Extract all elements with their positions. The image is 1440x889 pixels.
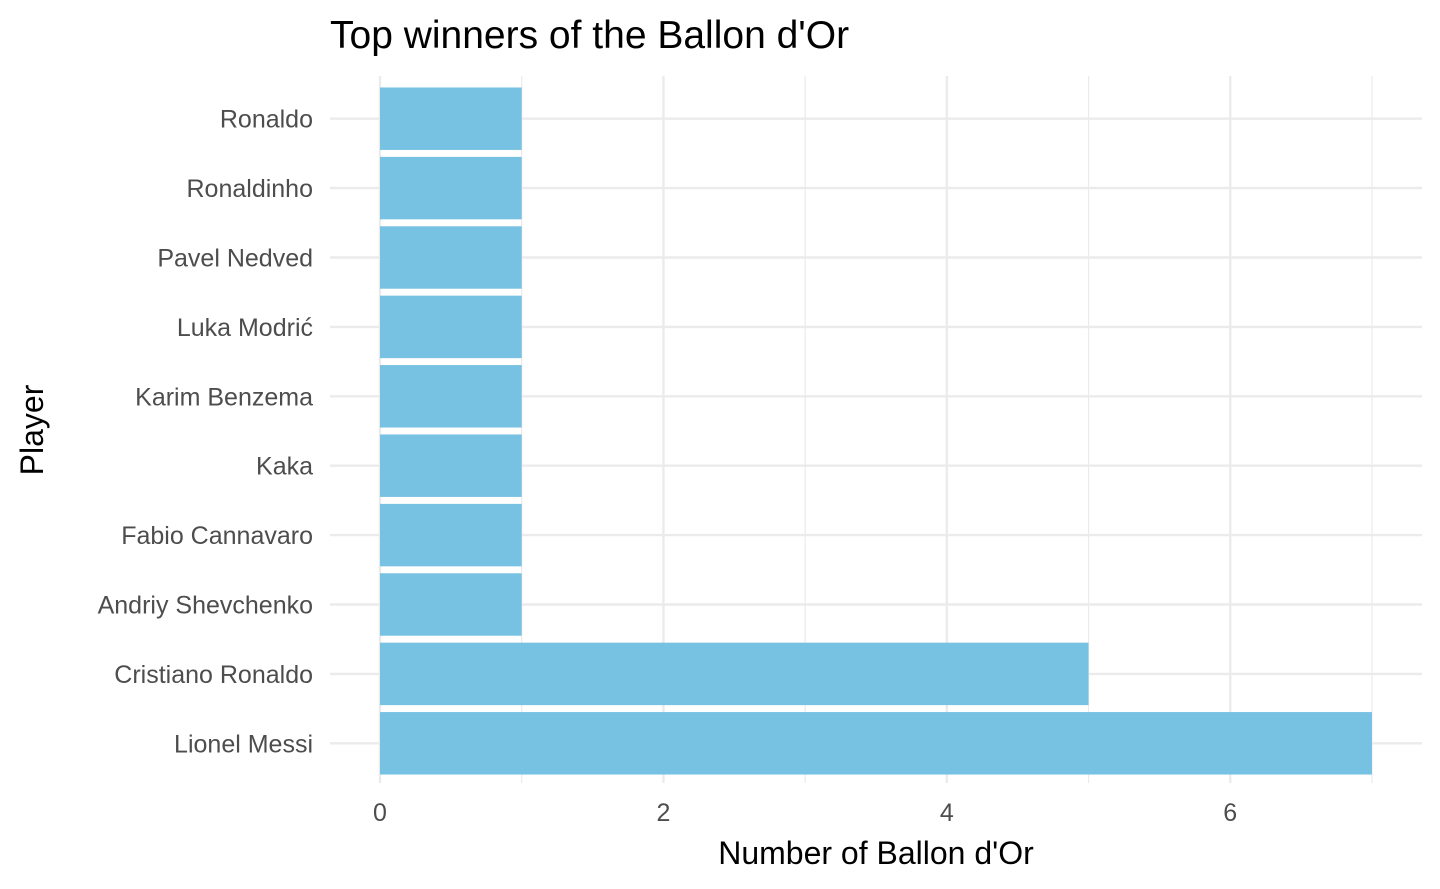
bar [380,295,522,359]
x-tick-label: 2 [656,799,670,827]
x-axis-title: Number of Ballon d'Or [718,835,1034,871]
bar [380,156,522,220]
y-tick-label: Pavel Nedved [157,245,313,273]
x-tick-labels: 0 2 4 6 [373,799,1237,827]
y-tick-label: Luka Modrić [177,314,313,342]
y-tick-label: Kaka [256,453,313,481]
bar [380,712,1372,775]
bar [380,503,522,567]
y-tick-label: Lionel Messi [174,730,313,758]
y-tick-label: Karim Benzema [135,383,313,411]
bar [380,642,1089,706]
y-tick-labels: Lionel Messi Cristiano Ronaldo Andriy Shev… [98,106,314,759]
x-tick-label: 4 [940,799,954,827]
y-tick-label: Cristiano Ronaldo [114,661,313,689]
y-tick-label: Andriy Shevchenko [98,592,313,620]
bars [380,87,1372,775]
bar [380,573,522,636]
y-tick-label: Fabio Cannavaro [121,522,313,550]
y-tick-label: Ronaldo [220,106,313,134]
bar [380,226,522,289]
chart-title: Top winners of the Ballon d'Or [330,14,849,57]
bar [380,87,522,150]
bar [380,365,522,428]
y-axis-title: Player [14,384,50,475]
x-tick-label: 6 [1223,799,1237,827]
bar [380,434,522,497]
y-tick-label: Ronaldinho [187,175,314,203]
x-tick-label: 0 [373,799,387,827]
